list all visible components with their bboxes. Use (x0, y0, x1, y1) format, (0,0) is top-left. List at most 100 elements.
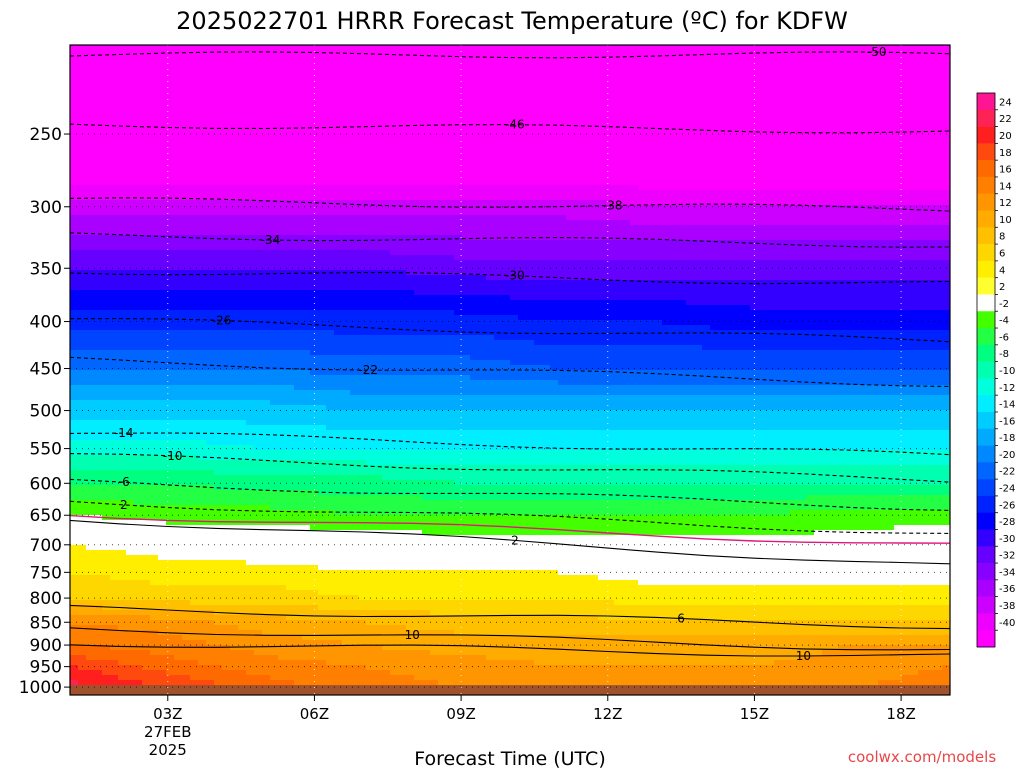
temperature-cell (198, 615, 207, 621)
temperature-cell (246, 585, 255, 591)
temperature-cell (334, 500, 343, 506)
temperature-cell (190, 455, 199, 461)
temperature-cell (302, 345, 311, 351)
temperature-cell (238, 420, 247, 426)
temperature-cell (326, 415, 335, 421)
temperature-cell (174, 455, 183, 461)
temperature-cell (374, 195, 383, 201)
temperature-cell (118, 660, 127, 666)
temperature-cell (334, 605, 343, 611)
temperature-cell (182, 345, 191, 351)
temperature-cell (278, 100, 287, 106)
temperature-cell (270, 650, 279, 656)
temperature-cell (326, 605, 335, 611)
temperature-cell (358, 150, 367, 156)
temperature-cell (150, 325, 159, 331)
temperature-cell (366, 365, 375, 371)
temperature-cell (318, 110, 327, 116)
temperature-cell (166, 180, 175, 186)
temperature-cell (94, 540, 103, 546)
temperature-cell (70, 410, 79, 416)
temperature-cell (150, 455, 159, 461)
temperature-cell (318, 175, 327, 181)
temperature-cell (334, 185, 343, 191)
temperature-cell (94, 565, 103, 571)
temperature-cell (270, 505, 279, 511)
temperature-cell (214, 385, 223, 391)
temperature-cell (174, 510, 183, 516)
temperature-cell (294, 220, 303, 226)
temperature-cell (94, 475, 103, 481)
temperature-cell (366, 415, 375, 421)
temperature-cell (110, 585, 119, 591)
temperature-cell (278, 225, 287, 231)
temperature-cell (230, 110, 239, 116)
temperature-cell (350, 405, 359, 411)
temperature-cell (230, 460, 239, 466)
temperature-cell (238, 205, 247, 211)
temperature-cell (150, 395, 159, 401)
temperature-cell (190, 155, 199, 161)
temperature-cell (158, 145, 167, 151)
temperature-cell (350, 180, 359, 186)
temperature-cell (174, 425, 183, 431)
temperature-cell (206, 145, 215, 151)
temperature-cell (326, 425, 335, 431)
temperature-cell (318, 170, 327, 176)
temperature-cell (270, 390, 279, 396)
temperature-cell (310, 560, 319, 566)
temperature-cell (126, 425, 135, 431)
temperature-cell (174, 310, 183, 316)
temperature-cell (78, 240, 87, 246)
temperature-cell (86, 150, 95, 156)
temperature-cell (334, 390, 343, 396)
temperature-cell (246, 200, 255, 206)
temperature-cell (70, 645, 79, 651)
temperature-cell (278, 565, 287, 571)
temperature-cell (238, 100, 247, 106)
temperature-cell (86, 255, 95, 261)
temperature-cell (310, 270, 319, 276)
temperature-cell (158, 585, 167, 591)
temperature-cell (182, 515, 191, 521)
temperature-cell (302, 500, 311, 506)
temperature-cell (286, 225, 295, 231)
temperature-cell (174, 450, 183, 456)
temperature-cell (230, 535, 239, 541)
temperature-cell (294, 330, 303, 336)
temperature-cell (198, 575, 207, 581)
temperature-cell (334, 315, 343, 321)
temperature-cell (222, 625, 231, 631)
temperature-cell (278, 440, 287, 446)
temperature-cell (78, 220, 87, 226)
temperature-cell (158, 380, 167, 386)
temperature-cell (78, 395, 87, 401)
temperature-cell (94, 450, 103, 456)
temperature-cell (166, 85, 175, 91)
temperature-cell (110, 675, 119, 681)
temperature-cell (78, 525, 87, 531)
temperature-cell (230, 410, 239, 416)
temperature-cell (190, 125, 199, 131)
temperature-cell (294, 500, 303, 506)
temperature-cell (70, 650, 79, 656)
temperature-cell (366, 430, 375, 436)
temperature-cell (286, 565, 295, 571)
temperature-cell (94, 85, 103, 91)
temperature-cell (302, 645, 311, 651)
temperature-cell (214, 235, 223, 241)
temperature-cell (190, 410, 199, 416)
temperature-cell (238, 585, 247, 591)
temperature-cell (166, 635, 175, 641)
temperature-cell (350, 290, 359, 296)
temperature-cell (222, 590, 231, 596)
temperature-cell (110, 405, 119, 411)
temperature-cell (166, 525, 175, 531)
temperature-cell (158, 415, 167, 421)
temperature-cell (302, 380, 311, 386)
temperature-cell (158, 515, 167, 521)
temperature-cell (78, 410, 87, 416)
temperature-cell (326, 325, 335, 331)
temperature-cell (294, 540, 303, 546)
temperature-cell (222, 370, 231, 376)
